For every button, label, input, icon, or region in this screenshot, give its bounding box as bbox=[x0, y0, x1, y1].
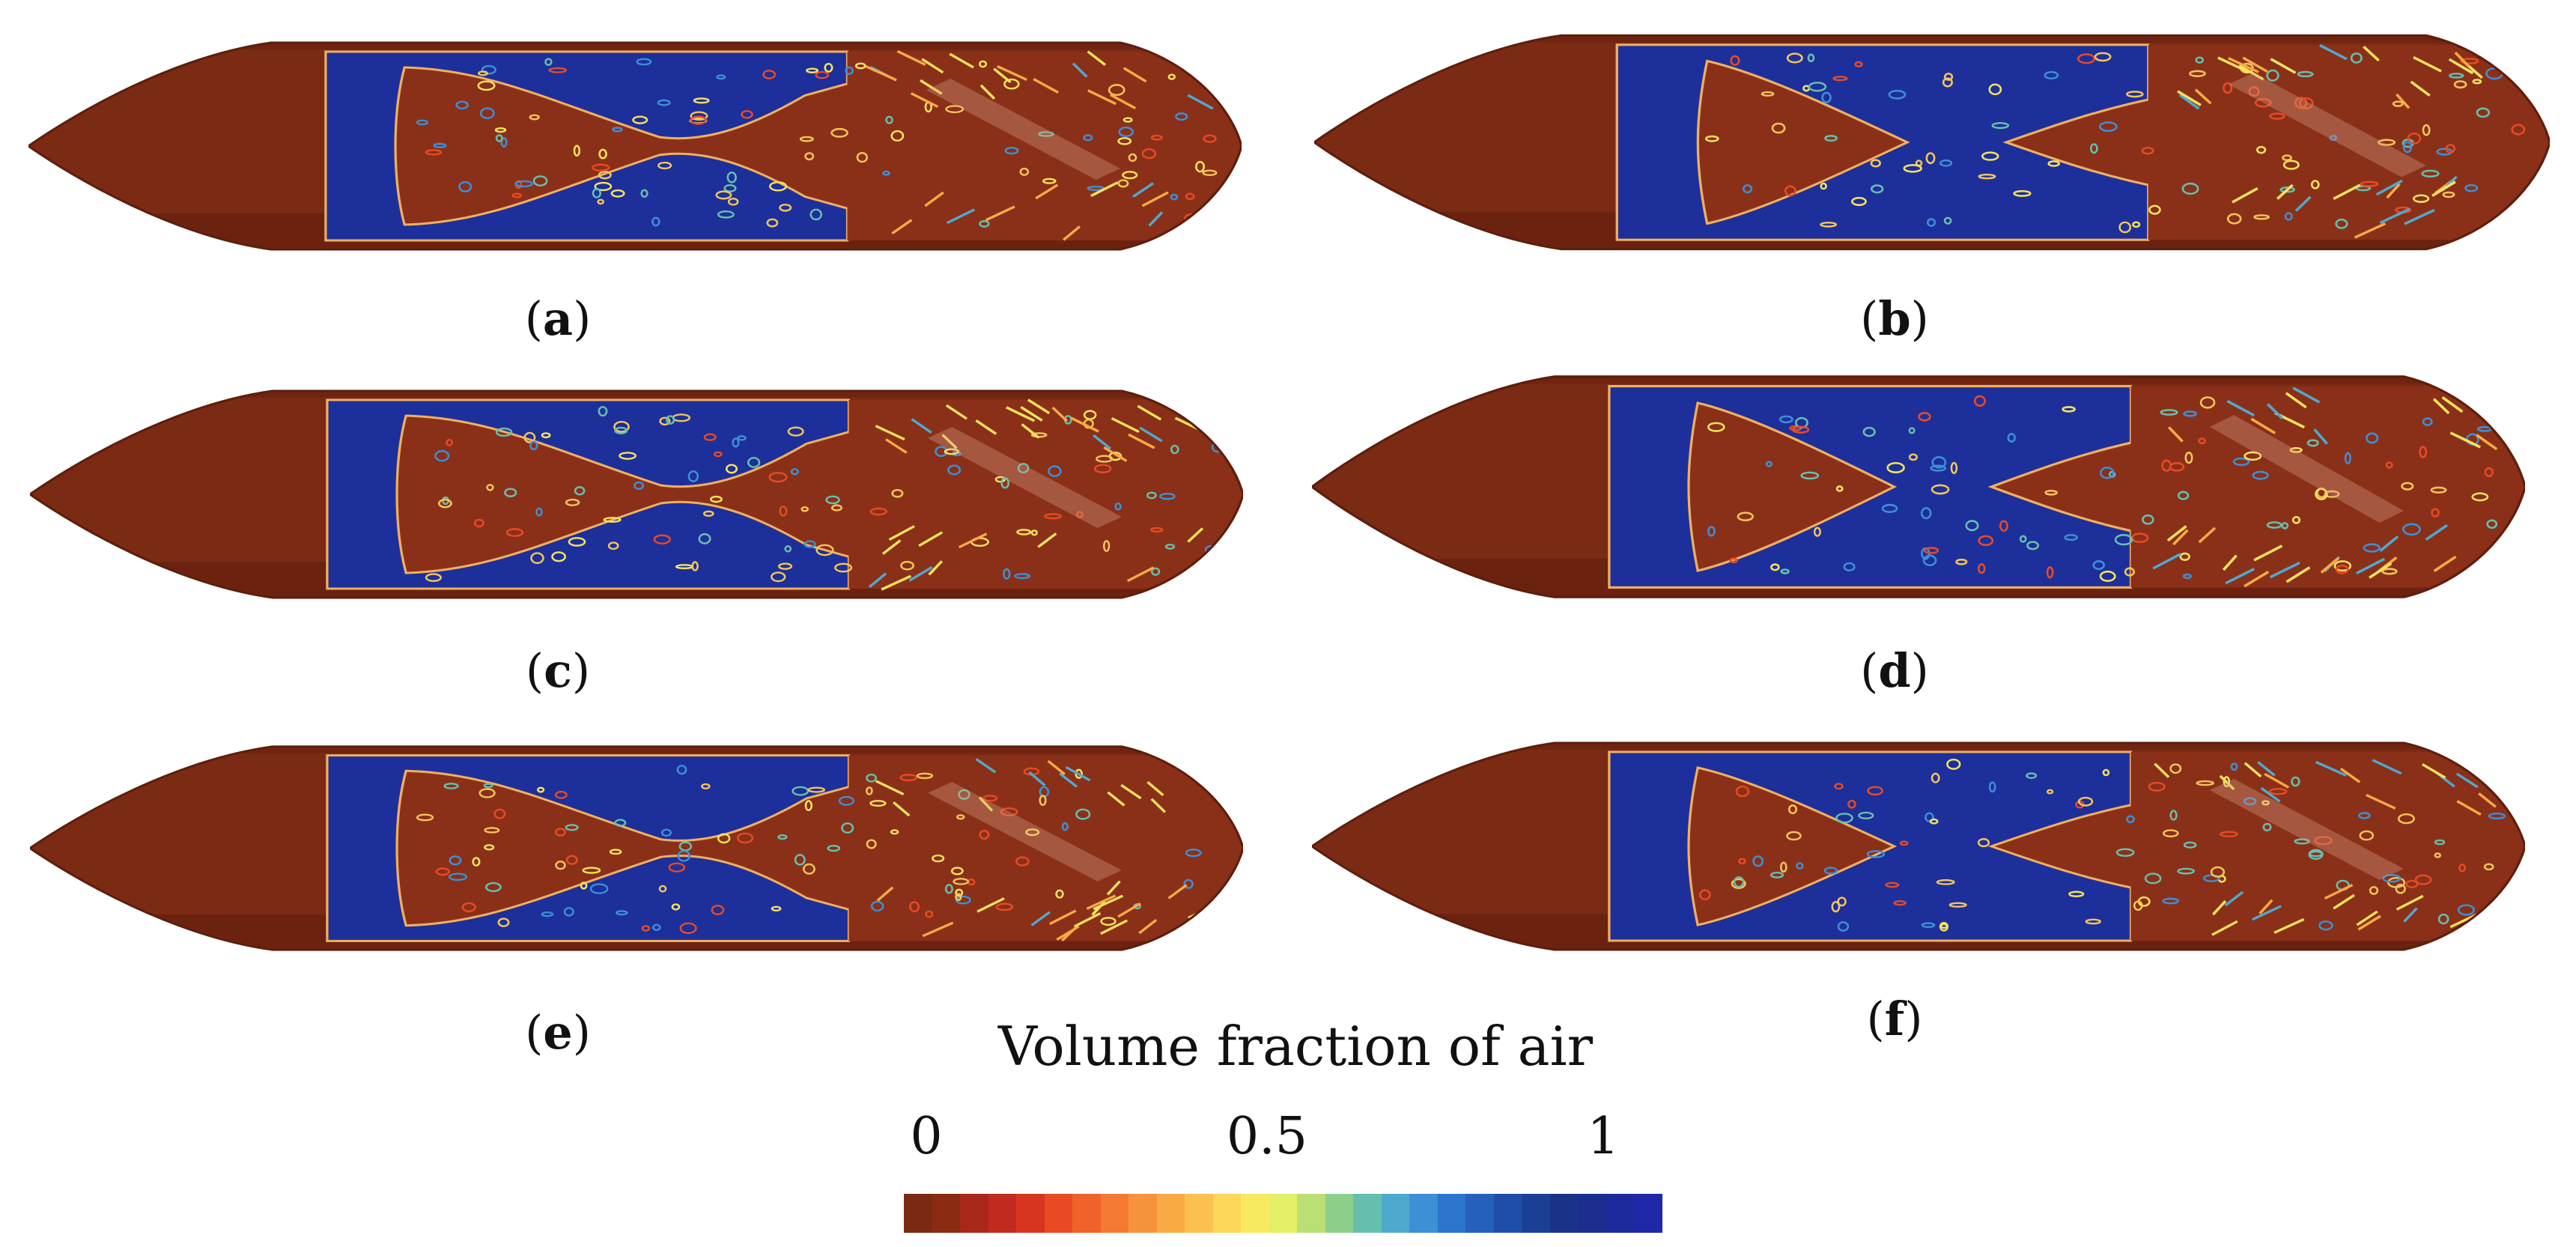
colorbar-swatch bbox=[1493, 1194, 1522, 1233]
colorbar-tick-max: 1 bbox=[1587, 1107, 1620, 1166]
colorbar-swatch bbox=[1297, 1194, 1325, 1233]
panel-label-b: (b) bbox=[1860, 291, 1929, 346]
colorbar-swatch bbox=[1578, 1194, 1606, 1233]
colorbar-swatch bbox=[988, 1194, 1017, 1233]
colorbar-swatch bbox=[1241, 1194, 1269, 1233]
panel-label-e: (e) bbox=[525, 1005, 591, 1060]
colorbar-swatch bbox=[1072, 1194, 1101, 1233]
colorbar bbox=[904, 1194, 1662, 1233]
colorbar-title: Volume fraction of air bbox=[997, 1015, 1594, 1078]
colorbar-tick-mid: 0.5 bbox=[1226, 1107, 1308, 1166]
panel-label-d: (d) bbox=[1860, 643, 1929, 698]
colorbar-swatch bbox=[932, 1194, 961, 1233]
colorbar-swatch bbox=[1044, 1194, 1073, 1233]
colorbar-swatch bbox=[1381, 1194, 1410, 1233]
colorbar-swatch bbox=[1634, 1194, 1662, 1233]
panel-label-c: (c) bbox=[525, 643, 591, 698]
panel-label-a: (a) bbox=[524, 291, 592, 346]
colorbar-swatch bbox=[904, 1194, 932, 1233]
colorbar-swatch bbox=[1465, 1194, 1494, 1233]
hull-image-d bbox=[1312, 375, 2525, 598]
colorbar-swatch bbox=[1409, 1194, 1438, 1233]
colorbar-swatch bbox=[1353, 1194, 1382, 1233]
colorbar-swatch bbox=[1100, 1194, 1129, 1233]
colorbar-swatch bbox=[1606, 1194, 1635, 1233]
colorbar-swatch bbox=[1269, 1194, 1298, 1233]
hull-image-f bbox=[1312, 741, 2525, 951]
colorbar-swatch bbox=[1437, 1194, 1466, 1233]
hull-image-b bbox=[1314, 34, 2550, 251]
colorbar-swatch bbox=[1128, 1194, 1157, 1233]
colorbar-swatch bbox=[1325, 1194, 1354, 1233]
colorbar-swatch bbox=[1156, 1194, 1185, 1233]
hull-image-e bbox=[30, 745, 1243, 951]
colorbar-swatch bbox=[1185, 1194, 1213, 1233]
panel-label-f: (f) bbox=[1866, 992, 1923, 1046]
colorbar-swatch bbox=[960, 1194, 988, 1233]
colorbar-swatch bbox=[1016, 1194, 1045, 1233]
hull-image-c bbox=[30, 389, 1243, 599]
colorbar-tick-min: 0 bbox=[910, 1107, 943, 1166]
hull-image-a bbox=[28, 41, 1242, 251]
colorbar-swatch bbox=[1522, 1194, 1550, 1233]
colorbar-swatch bbox=[1549, 1194, 1579, 1233]
colorbar-swatch bbox=[1212, 1194, 1242, 1233]
